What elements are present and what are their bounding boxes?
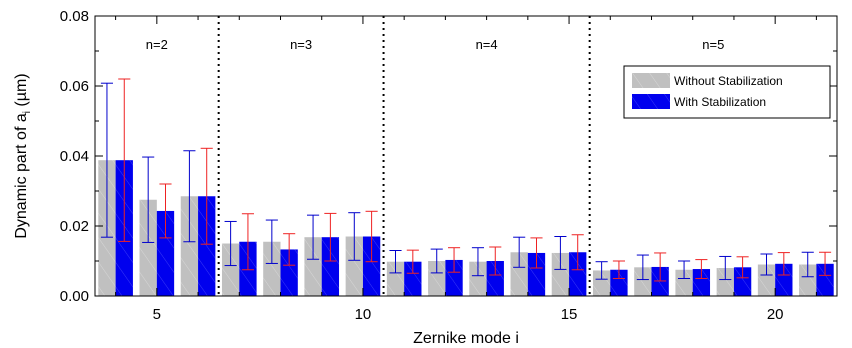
y-tick-label-0.00: 0.00	[60, 288, 89, 305]
bar-hatch-with-6	[198, 196, 216, 296]
bar-hatch-without-14	[510, 252, 528, 296]
y-tick-label-0.06: 0.06	[60, 78, 89, 95]
bar-hatch-without-16	[592, 270, 611, 296]
bar-hatch-with-10	[362, 236, 381, 296]
bar-hatch-without-10	[345, 236, 363, 296]
bar-hatch-with-13	[486, 261, 504, 296]
bar-hatch-without-18	[675, 269, 693, 296]
bar-hatch-without-12	[428, 261, 446, 296]
group-label-n=2: n=2	[146, 37, 168, 52]
bar-hatch-with-9	[321, 237, 340, 296]
group-label-n=4: n=4	[476, 37, 498, 52]
bar-hatch-with-17	[651, 266, 669, 296]
bar-hatch-without-21	[799, 264, 817, 296]
bar-hatch-without-9	[304, 237, 322, 296]
legend-swatch-hatch-without	[632, 73, 670, 88]
y-tick-label-0.02: 0.02	[60, 218, 89, 235]
bar-hatch-with-19	[733, 267, 752, 296]
bar-hatch-with-8	[280, 249, 298, 296]
group-label-n=5: n=5	[702, 37, 724, 52]
bar-hatch-with-18	[692, 269, 711, 296]
svg-text:Dynamic part of ai (µm): Dynamic part of ai (µm)	[13, 73, 33, 238]
bar-hatch-with-5	[156, 210, 175, 296]
x-tick-label-20: 20	[767, 306, 784, 323]
bar-hatch-without-20	[757, 264, 776, 296]
x-tick-label-5: 5	[153, 306, 161, 323]
bar-hatch-without-7	[221, 243, 240, 296]
bar-hatch-without-8	[263, 241, 281, 296]
plot-area: n=2 n=3 n=4 n=5 0.00 0.02 0.04 0.06 0.08 5 10 15 20 W…	[60, 8, 838, 323]
bar-hatch-with-21	[816, 263, 834, 296]
legend-swatch-hatch-with	[632, 94, 670, 109]
bar-hatch-without-19	[716, 268, 734, 296]
bar-hatch-with-11	[404, 261, 422, 296]
y-axis-title-unit: (µm)	[13, 73, 30, 106]
bar-hatch-without-6	[180, 196, 199, 296]
bar-hatch-without-15	[551, 252, 570, 296]
y-tick-label-0.04: 0.04	[60, 148, 89, 165]
x-tick-label-10: 10	[355, 306, 372, 323]
bar-hatch-without-11	[386, 261, 405, 296]
x-axis-title: Zernike mode i	[413, 330, 519, 347]
bar-hatch-with-12	[445, 259, 463, 296]
bar-hatch-with-14	[527, 252, 546, 296]
y-axis-title-sub: i	[22, 111, 33, 113]
legend-label-with: With Stabilization	[674, 95, 766, 109]
y-axis-title-main: Dynamic part of a	[13, 113, 30, 238]
x-tick-label-15: 15	[561, 306, 578, 323]
y-axis-title: Dynamic part of ai (µm)	[13, 73, 33, 238]
group-label-n=3: n=3	[290, 37, 312, 52]
bar-hatch-without-17	[634, 267, 652, 296]
bar-hatch-with-16	[610, 269, 628, 296]
bar-hatch-without-5	[139, 199, 157, 296]
bar-hatch-without-13	[469, 261, 487, 296]
y-tick-label-0.08: 0.08	[60, 8, 89, 25]
legend-label-without: Without Stabilization	[674, 74, 783, 88]
bar-hatch-with-20	[775, 263, 793, 296]
bar-hatch-with-15	[569, 252, 587, 296]
